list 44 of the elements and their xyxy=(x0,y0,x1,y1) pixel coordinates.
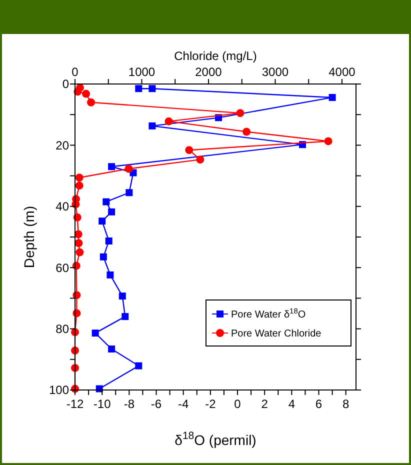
x-tick-label: 2 xyxy=(261,397,268,411)
y-axis-title: Depth (m) xyxy=(21,206,37,268)
x2-tick-label: 1000 xyxy=(128,65,156,79)
point xyxy=(98,218,106,225)
x-tick-label: -10 xyxy=(93,397,112,411)
point xyxy=(126,189,133,196)
y-tick-label: 60 xyxy=(56,260,70,275)
x2-tick-label: 0 xyxy=(72,65,79,79)
x2-tick-label: 4000 xyxy=(328,65,356,79)
x-tick-label: 4 xyxy=(288,397,296,411)
y-tick-label: 80 xyxy=(56,322,70,336)
x2-axis-title: Chloride (mg/L) xyxy=(174,49,257,63)
x-tick-label: 6 xyxy=(315,397,322,411)
point xyxy=(105,237,112,244)
point xyxy=(148,85,156,92)
y-tick-label: 0 xyxy=(62,77,70,92)
x-axis-title: δ$^{18}$O (permil) xyxy=(174,430,256,448)
x-tick-label: -6 xyxy=(150,397,162,411)
point xyxy=(135,362,142,370)
point xyxy=(135,85,142,92)
point xyxy=(122,313,129,320)
legend-label: Pore Water δ$^{18}$O xyxy=(231,306,306,320)
y-tick-label: 100 xyxy=(48,383,70,398)
x-tick-label: 8 xyxy=(342,397,350,411)
x-tick-label: -2 xyxy=(205,397,216,411)
y-tick-label: 40 xyxy=(56,200,70,214)
point xyxy=(100,253,107,260)
point xyxy=(148,122,156,130)
point xyxy=(328,94,336,101)
x-tick-label: -8 xyxy=(124,397,135,411)
x-tick-label: -12 xyxy=(66,397,84,411)
point xyxy=(106,271,114,278)
x-tick-label: 0 xyxy=(234,397,242,411)
point xyxy=(108,345,116,352)
x2-tick-label: 3000 xyxy=(262,65,289,79)
y-tick-label: 20 xyxy=(56,138,70,152)
point xyxy=(92,330,99,337)
point xyxy=(108,208,116,216)
point xyxy=(108,163,116,170)
x-tick-label: -4 xyxy=(178,397,189,411)
legend-label: Pore Water Chloride xyxy=(231,328,322,340)
point xyxy=(102,198,110,206)
point xyxy=(118,292,126,300)
x2-tick-label: 2000 xyxy=(195,65,222,79)
